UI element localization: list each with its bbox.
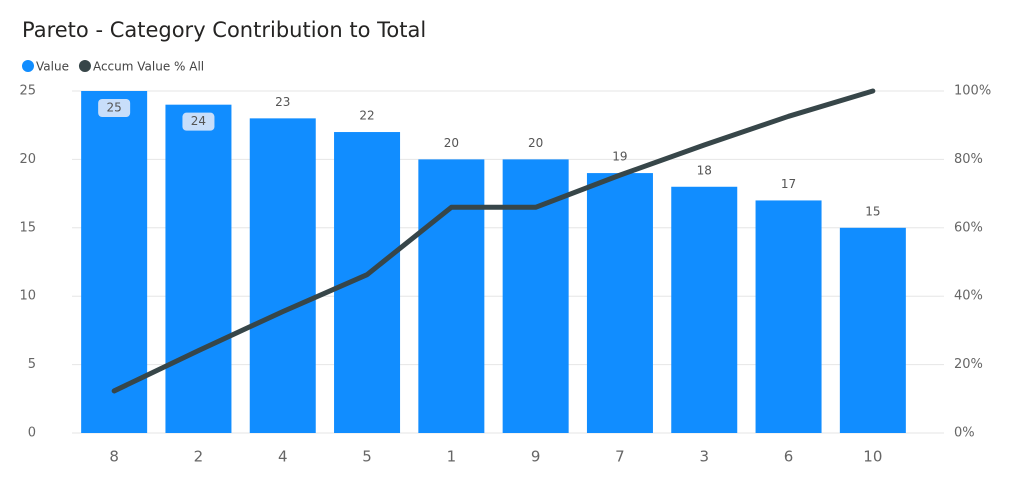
- chart-title: Pareto - Category Contribution to Total: [22, 18, 426, 42]
- legend-label: Value: [36, 60, 69, 74]
- data-label: 20: [444, 136, 459, 150]
- y-tick-label: 10: [19, 289, 36, 304]
- x-tick-label: 3: [699, 448, 709, 466]
- data-label: 17: [781, 177, 796, 191]
- legend-marker: [22, 60, 34, 72]
- bar: [165, 104, 232, 434]
- y2-tick-label: 80%: [954, 152, 983, 167]
- x-tick-label: 2: [194, 448, 204, 466]
- y2-tick-label: 0%: [954, 426, 975, 441]
- y-tick-label: 15: [19, 220, 36, 235]
- y-tick-label: 25: [19, 84, 36, 99]
- x-tick-label: 9: [531, 448, 541, 466]
- bar: [81, 91, 148, 433]
- x-tick-label: 4: [278, 448, 288, 466]
- data-label: 23: [275, 95, 290, 109]
- bar: [249, 118, 316, 434]
- legend: Value Accum Value % All: [22, 60, 204, 74]
- data-label: 25: [107, 101, 122, 115]
- x-tick-label: 5: [362, 448, 372, 466]
- data-label: 22: [359, 109, 374, 123]
- x-tick-label: 7: [615, 448, 625, 466]
- y2-tick-label: 40%: [954, 289, 983, 304]
- bar: [755, 200, 822, 433]
- data-label-bg: [98, 99, 131, 117]
- data-label: 24: [191, 114, 206, 128]
- data-label-bg: [182, 112, 215, 131]
- x-tick-label: 8: [109, 448, 119, 466]
- x-tick-label: 6: [784, 448, 794, 466]
- bar: [418, 159, 485, 433]
- data-label: 18: [697, 163, 712, 177]
- data-label: 20: [528, 136, 543, 150]
- legend-marker: [78, 60, 91, 72]
- bar: [839, 227, 906, 433]
- y2-tick-label: 20%: [954, 357, 983, 372]
- bar: [586, 173, 653, 433]
- line: [111, 88, 876, 394]
- bar: [671, 186, 738, 433]
- data-label: 19: [612, 150, 627, 164]
- y-tick-label: 5: [28, 357, 36, 372]
- y2-tick-label: 60%: [954, 220, 983, 235]
- y2-tick-label: 100%: [954, 84, 991, 99]
- x-tick-label: 10: [863, 448, 882, 466]
- y-tick-label: 0: [28, 426, 36, 441]
- legend-label: Accum Value % All: [93, 60, 204, 74]
- y-tick-label: 20: [19, 152, 36, 167]
- x-tick-label: 1: [447, 448, 457, 466]
- data-label: 15: [865, 204, 880, 218]
